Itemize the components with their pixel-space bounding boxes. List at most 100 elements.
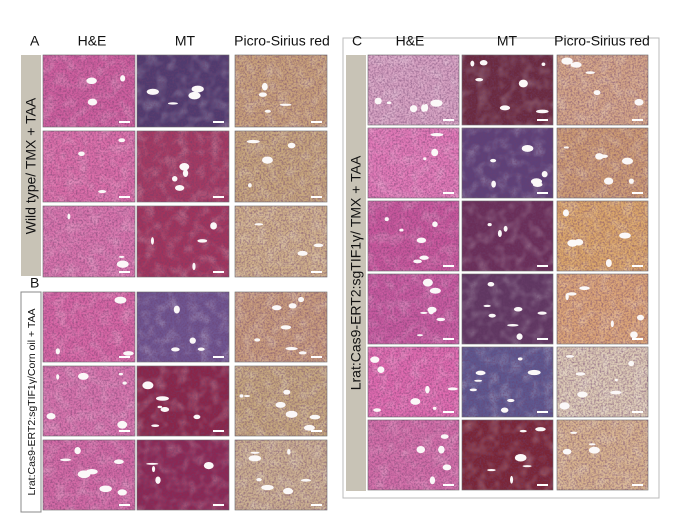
vessel bbox=[423, 157, 427, 161]
vessel bbox=[171, 176, 178, 182]
vessel bbox=[309, 414, 321, 420]
vessel bbox=[483, 304, 491, 308]
texture bbox=[557, 201, 648, 271]
texture bbox=[235, 366, 327, 436]
vessel bbox=[579, 286, 590, 291]
texture bbox=[137, 292, 229, 362]
column-header: H&E bbox=[396, 33, 425, 49]
micrograph bbox=[461, 419, 554, 491]
vessel bbox=[513, 306, 523, 312]
texture bbox=[462, 55, 553, 125]
vessel bbox=[577, 391, 588, 398]
texture bbox=[368, 55, 459, 125]
vessel bbox=[298, 351, 307, 355]
vessel bbox=[86, 469, 98, 475]
vessel bbox=[514, 454, 527, 462]
vessel bbox=[303, 424, 315, 431]
vessel bbox=[562, 448, 572, 455]
vessel bbox=[99, 485, 112, 493]
vessel bbox=[288, 303, 297, 309]
vessel bbox=[56, 374, 60, 380]
vessel bbox=[384, 217, 389, 222]
vessel bbox=[479, 60, 488, 66]
vessel bbox=[630, 331, 638, 339]
vessel bbox=[247, 183, 252, 188]
vessel bbox=[370, 356, 380, 363]
vessel bbox=[469, 388, 477, 392]
texture bbox=[462, 274, 553, 344]
vessel bbox=[264, 109, 271, 113]
vessel bbox=[416, 445, 426, 454]
vessel bbox=[118, 255, 125, 258]
texture bbox=[137, 366, 229, 436]
row-label: Lrat:Cas9-ERT2:sgTIF1γ/ TMX + TAA bbox=[348, 155, 364, 390]
column-header: Picro-Sirius red bbox=[234, 33, 330, 49]
vessel bbox=[173, 305, 180, 314]
vessel bbox=[422, 278, 433, 287]
vessel bbox=[424, 103, 429, 112]
vessel bbox=[563, 146, 569, 149]
texture bbox=[137, 440, 229, 510]
column-header: Picro-Sirius red bbox=[554, 33, 650, 49]
vessel bbox=[559, 402, 570, 410]
vessel bbox=[500, 407, 509, 413]
vessel bbox=[419, 255, 429, 260]
vessel bbox=[530, 178, 543, 185]
micrograph bbox=[234, 439, 328, 511]
vessel bbox=[561, 57, 573, 65]
vessel bbox=[188, 91, 201, 100]
micrograph bbox=[136, 291, 230, 363]
vessel bbox=[160, 407, 170, 412]
vessel bbox=[117, 420, 128, 429]
vessel bbox=[593, 90, 601, 96]
vessel bbox=[142, 381, 154, 390]
vessel bbox=[171, 347, 180, 352]
vessel bbox=[116, 260, 129, 268]
vessel bbox=[297, 250, 308, 256]
texture bbox=[462, 420, 553, 490]
vessel bbox=[432, 221, 438, 228]
texture bbox=[43, 131, 135, 202]
vessel bbox=[254, 338, 261, 342]
vessel bbox=[117, 489, 127, 496]
micrograph bbox=[42, 54, 136, 128]
vessel bbox=[123, 351, 134, 356]
vessel bbox=[271, 305, 282, 311]
vessel bbox=[239, 394, 244, 398]
vessel bbox=[74, 446, 81, 455]
micrograph bbox=[234, 205, 328, 278]
vessel bbox=[280, 325, 292, 330]
vessel bbox=[562, 209, 569, 217]
vessel bbox=[197, 239, 208, 243]
vessel bbox=[516, 333, 523, 340]
micrograph bbox=[367, 54, 460, 126]
vessel bbox=[475, 78, 484, 82]
vessel bbox=[279, 103, 292, 106]
column-header: MT bbox=[497, 33, 518, 49]
micrograph bbox=[42, 291, 136, 363]
vessel bbox=[151, 465, 156, 473]
vessel bbox=[430, 99, 443, 107]
vessel bbox=[610, 390, 622, 395]
vessel bbox=[541, 62, 546, 67]
micrographs bbox=[42, 54, 649, 511]
vessel bbox=[442, 464, 452, 471]
vessel bbox=[447, 387, 458, 391]
micrograph bbox=[136, 365, 230, 437]
vessel bbox=[285, 346, 298, 351]
micrograph bbox=[136, 205, 230, 278]
vessel bbox=[503, 225, 508, 232]
texture bbox=[368, 201, 459, 271]
vessel bbox=[567, 239, 578, 247]
vessel bbox=[610, 320, 614, 328]
vessel bbox=[246, 139, 260, 144]
vessel bbox=[420, 311, 428, 314]
vessel bbox=[167, 102, 178, 105]
vessel bbox=[628, 360, 635, 367]
vessel bbox=[300, 478, 312, 482]
vessel bbox=[603, 177, 614, 185]
vessel bbox=[497, 230, 502, 238]
micrograph bbox=[136, 54, 230, 128]
vessel bbox=[151, 424, 160, 428]
